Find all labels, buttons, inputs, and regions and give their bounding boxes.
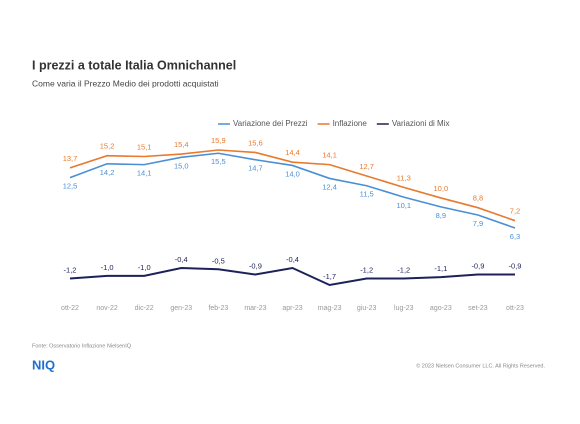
data-label: 14,0 [285, 169, 300, 178]
data-label: 8,8 [473, 194, 483, 203]
x-tick-label: ago-23 [430, 305, 452, 312]
data-label: -1,0 [101, 263, 114, 272]
data-label: 6,3 [510, 232, 520, 241]
data-label: 12,7 [359, 162, 374, 171]
series-line [69, 149, 516, 222]
data-label: 14,7 [248, 164, 263, 173]
legend-label: Variazioni di Mix [392, 119, 450, 128]
data-label: 15,4 [174, 140, 189, 149]
x-tick-label: mar-23 [244, 305, 266, 312]
data-label: -0,9 [509, 262, 522, 271]
data-label: -1,2 [64, 265, 77, 274]
data-label: 14,1 [322, 151, 337, 160]
data-label: -1,0 [138, 263, 151, 272]
series-line [69, 152, 516, 229]
data-label: -0,9 [471, 262, 484, 271]
data-label: 15,6 [248, 138, 263, 147]
data-label: 13,7 [63, 154, 78, 163]
x-tick-label: feb-23 [208, 305, 228, 312]
data-label: 10,1 [396, 201, 411, 210]
data-label: -1,7 [323, 272, 336, 281]
data-label: 15,9 [211, 136, 226, 145]
x-tick-label: nov-22 [96, 305, 118, 312]
data-label: -0,9 [249, 262, 262, 271]
x-tick-label: dic-22 [135, 305, 154, 312]
x-tick-label: gen-23 [170, 305, 192, 312]
chart-title: I prezzi a totale Italia Omnichannel [32, 58, 236, 72]
data-label: 7,9 [473, 219, 483, 228]
data-label: 15,2 [100, 142, 115, 151]
x-tick-label: mag-23 [318, 305, 342, 312]
chart-subtitle: Come varia il Prezzo Medio dei prodotti … [32, 78, 219, 88]
copyright: © 2023 Nielsen Consumer LLC. All Rights … [416, 362, 545, 369]
x-tick-label: apr-23 [282, 305, 302, 312]
data-label: -0,4 [175, 255, 188, 264]
legend-label: Variazione dei Prezzi [233, 119, 308, 128]
series-line [69, 266, 515, 287]
data-label: -1,2 [397, 265, 410, 274]
x-tick-label: giu-23 [357, 305, 377, 312]
data-label: 15,0 [174, 161, 189, 170]
data-label: -0,5 [212, 256, 225, 265]
data-label: 14,4 [285, 148, 300, 157]
data-label: 10,0 [434, 184, 449, 193]
source: Fonte: Osservatorio Inflazione NielsenIQ [32, 343, 132, 349]
x-tick-label: lug-23 [394, 305, 414, 312]
data-label: 14,2 [100, 168, 115, 177]
data-label: 11,3 [397, 173, 411, 182]
data-label: 12,5 [63, 182, 78, 191]
data-label: -1,1 [434, 264, 447, 273]
legend-label: Inflazione [333, 119, 368, 128]
data-label: 15,1 [137, 142, 152, 151]
data-label: 12,4 [322, 182, 337, 191]
x-tick-label: set-23 [468, 305, 488, 312]
data-label: -1,2 [360, 265, 373, 274]
data-label: 15,5 [211, 157, 226, 166]
data-label: 11,5 [360, 190, 374, 199]
x-tick-label: ott-22 [61, 305, 79, 312]
data-label: 7,2 [510, 207, 520, 216]
data-label: 14,1 [137, 169, 152, 178]
logo: NIQ [32, 357, 55, 372]
data-label: 8,9 [436, 211, 446, 220]
data-label: -0,4 [286, 255, 299, 264]
x-tick-label: ott-23 [506, 305, 524, 312]
